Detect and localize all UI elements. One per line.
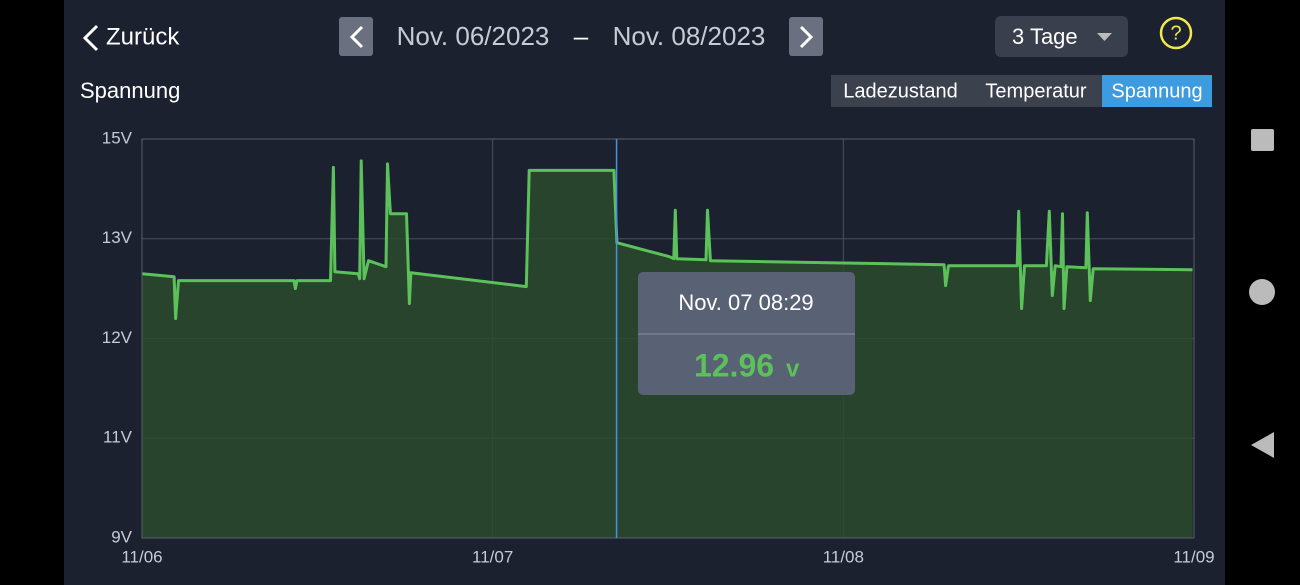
back-arrow[interactable] <box>82 24 99 52</box>
range-label: 3 Tage <box>1012 24 1078 49</box>
next-button[interactable] <box>789 17 823 56</box>
y-tick-label: 12V <box>102 328 133 347</box>
tab-label: Ladezustand <box>843 80 958 102</box>
tab[interactable] <box>831 75 970 107</box>
chart-title: Spannung <box>80 78 180 103</box>
tab-label: Spannung <box>1111 80 1202 102</box>
nav-recent[interactable] <box>1251 129 1274 151</box>
tab[interactable] <box>1102 75 1212 107</box>
x-tick-label: 11/06 <box>121 547 162 566</box>
date-to: Nov. 08/2023 <box>613 21 766 51</box>
range-select[interactable] <box>995 16 1128 57</box>
tooltip-unit: v <box>786 355 800 382</box>
prev-icon <box>349 25 364 49</box>
y-tick-label: 15V <box>102 128 133 147</box>
y-tick-label: 9V <box>111 527 132 546</box>
tab-bar: Ladezustand Temperatur Spannung <box>831 75 1212 107</box>
back-button[interactable]: Zurück <box>106 23 180 50</box>
y-tick-label: 11V <box>103 428 133 447</box>
nav-back[interactable] <box>1251 432 1274 458</box>
x-tick-label: 11/07 <box>472 547 513 566</box>
tooltip-label: Nov. 07 08:29 <box>678 290 813 315</box>
y-tick-label: 13V <box>102 228 133 247</box>
prev-button[interactable] <box>339 17 373 56</box>
next-icon <box>799 25 814 49</box>
voltage-line <box>141 159 1193 321</box>
x-tick-label: 11/08 <box>823 547 864 566</box>
date-separator: – <box>574 21 589 51</box>
tab[interactable] <box>970 75 1102 107</box>
tab-label: Temperatur <box>985 80 1086 102</box>
help-button[interactable] <box>1159 16 1193 50</box>
dropdown-caret <box>1097 33 1112 41</box>
date-from: Nov. 06/2023 <box>397 21 550 51</box>
tooltip-value: 12.96 <box>694 347 774 383</box>
plot-border <box>141 138 1195 539</box>
help-label: ? <box>1170 22 1181 44</box>
plot: 9V 11V 12V 13V 15V 11/06 11/07 11/08 11/09 Nov. 0… <box>102 128 1215 566</box>
nav-home[interactable] <box>1249 279 1275 305</box>
x-tick-label: 11/09 <box>1173 547 1214 566</box>
